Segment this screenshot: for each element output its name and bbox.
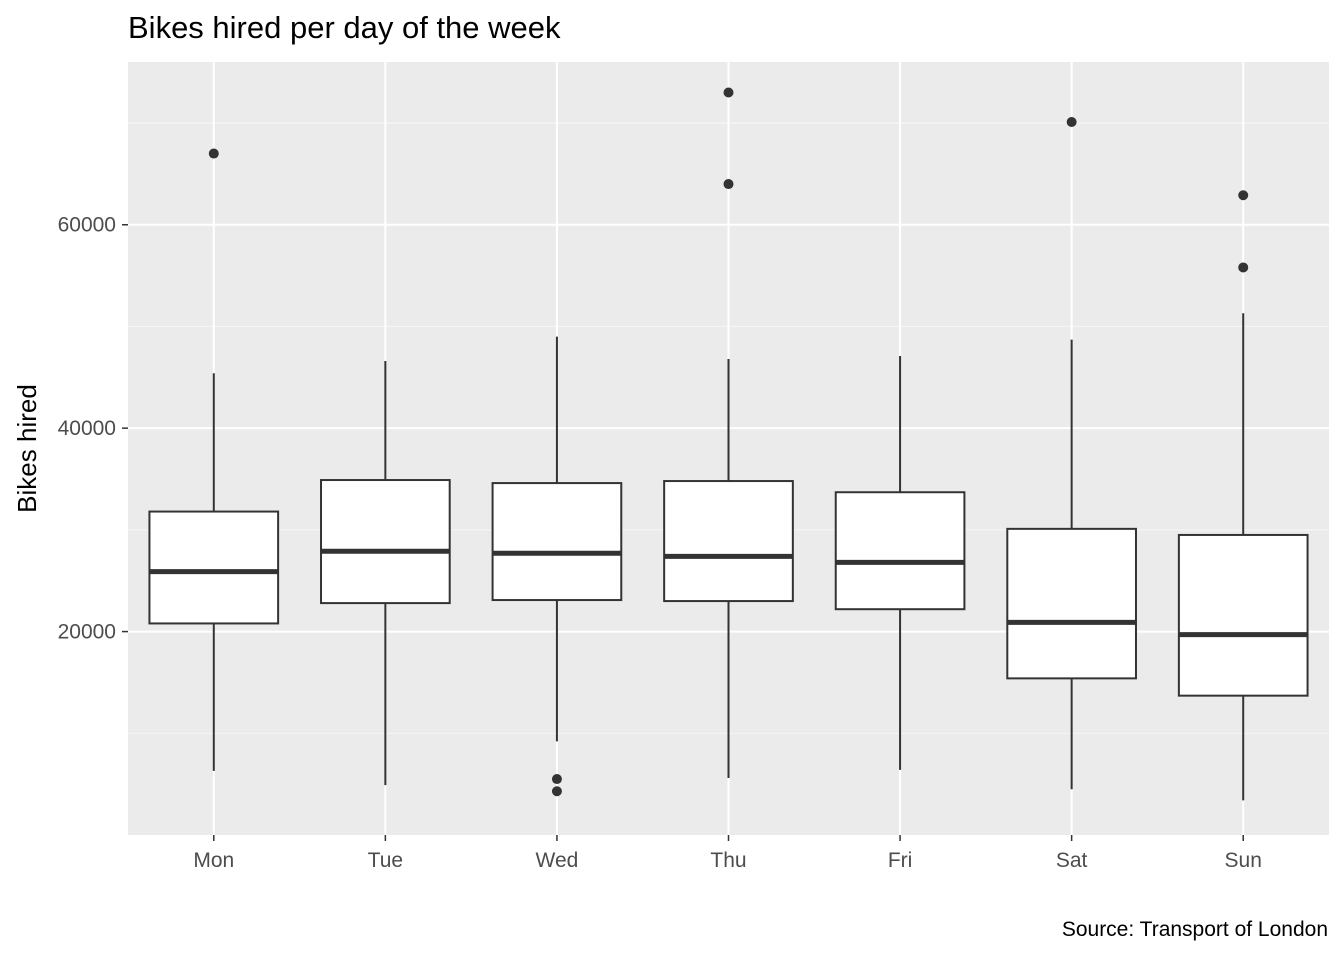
box-fri [834, 355, 966, 770]
y-tick-label: 40000 [58, 417, 116, 440]
axis-layer: 20000 40000 60000 Mon Tue Wed Thu Fri Sat Sun [58, 214, 1262, 872]
outlier-point [208, 148, 219, 159]
outlier-point [723, 179, 734, 190]
outlier-point [1238, 190, 1249, 201]
x-tick-label-sun: Sun [1225, 849, 1262, 872]
box-sun [1177, 190, 1309, 801]
iqr-box [1177, 533, 1309, 697]
iqr-box [663, 480, 794, 603]
x-tick-label-fri: Fri [888, 849, 913, 872]
iqr-box [1006, 527, 1137, 680]
y-tick-label: 20000 [58, 621, 116, 644]
x-tick-label-mon: Mon [193, 849, 234, 872]
box-layer [148, 87, 1309, 801]
box-thu [663, 87, 794, 779]
chart-title: Bikes hired per day of the week [128, 10, 561, 45]
box-wed [491, 336, 623, 797]
y-tick-label: 60000 [58, 214, 116, 237]
iqr-box [491, 482, 623, 602]
y-axis-title: Bikes hired [12, 384, 42, 513]
box-sat [1006, 117, 1137, 790]
outlier-point [1238, 262, 1249, 273]
outlier-point [723, 87, 734, 98]
iqr-box [320, 479, 451, 605]
box-mon [148, 148, 280, 771]
iqr-box [148, 510, 280, 625]
source-caption: Source: Transport of London [1061, 918, 1328, 941]
x-tick-label-tue: Tue [368, 849, 403, 872]
outlier-point [551, 786, 562, 797]
outlier-point [551, 774, 562, 785]
box-tue [320, 361, 451, 786]
outlier-point [1066, 117, 1077, 128]
x-tick-label-sat: Sat [1056, 849, 1088, 872]
x-tick-label-wed: Wed [536, 849, 579, 872]
iqr-box [834, 491, 966, 611]
x-tick-label-thu: Thu [710, 849, 746, 872]
